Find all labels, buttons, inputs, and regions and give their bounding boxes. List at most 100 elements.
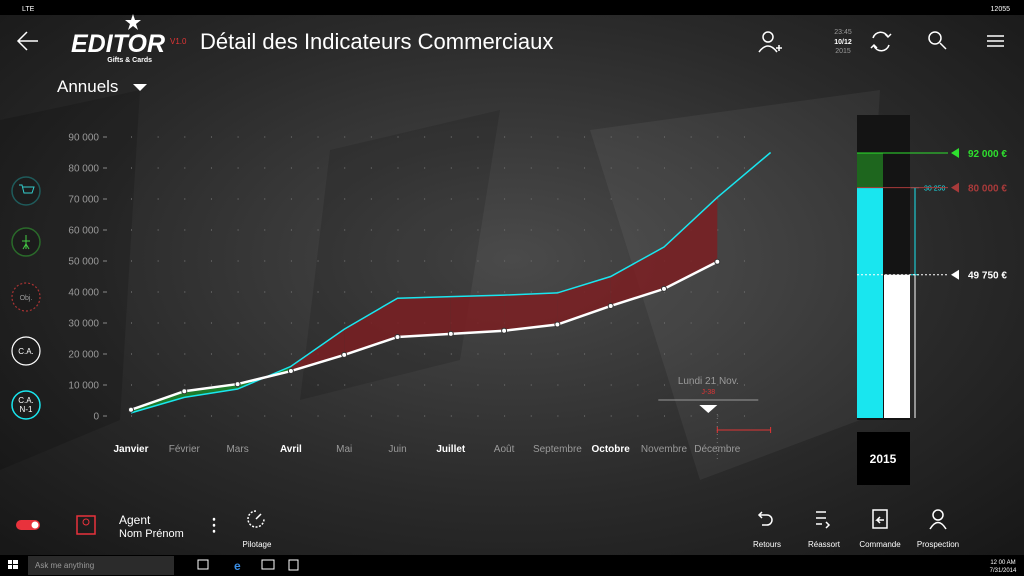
brand-sub: Gifts & Cards bbox=[107, 57, 152, 64]
gap-area bbox=[610, 247, 664, 306]
y-tick-label: 30 000 bbox=[68, 319, 99, 330]
search-box[interactable] bbox=[28, 556, 174, 575]
taskbar-time: 12 00 AM bbox=[990, 560, 1015, 566]
remaining-range bbox=[716, 427, 772, 433]
series-point bbox=[554, 321, 561, 328]
brand: EDITOR bbox=[71, 30, 165, 58]
gap-area bbox=[504, 292, 558, 331]
side-button-label: C.A. bbox=[18, 347, 34, 356]
time: 23:45 bbox=[834, 29, 852, 36]
network: LTE bbox=[22, 6, 35, 13]
search-button[interactable] bbox=[928, 31, 947, 50]
y-tick-label: 10 000 bbox=[68, 381, 99, 392]
store-icon[interactable] bbox=[288, 559, 299, 571]
cart-button[interactable] bbox=[11, 176, 41, 206]
x-tick-label: Octobre bbox=[592, 444, 631, 455]
background-facet bbox=[590, 90, 880, 480]
back-button[interactable] bbox=[16, 31, 38, 51]
agent-label: Agent bbox=[119, 513, 151, 527]
today-marker bbox=[699, 405, 718, 413]
search-placeholder: Ask me anything bbox=[35, 561, 94, 570]
y-tick-label: 50 000 bbox=[68, 257, 99, 268]
previous-bar bbox=[857, 187, 883, 418]
agent-name: Nom Prénom bbox=[119, 528, 184, 540]
gauge-value: 80 000 € bbox=[968, 184, 1007, 195]
refresh-button[interactable] bbox=[870, 31, 892, 52]
annotation: Lundi 21 Nov. bbox=[678, 376, 739, 387]
gauge-value: 92 000 € bbox=[968, 149, 1007, 160]
taskbar: Ask me anything e 12 00 AM 7/31/2014 bbox=[0, 555, 1024, 576]
action-label: Retours bbox=[753, 540, 781, 549]
x-tick-label: Août bbox=[494, 444, 515, 455]
x-tick-label: Mars bbox=[226, 444, 248, 455]
series-point bbox=[128, 406, 134, 413]
side-button-label: C.A. bbox=[18, 396, 34, 405]
x-tick-label: Juillet bbox=[436, 444, 466, 455]
start-button[interactable] bbox=[8, 560, 18, 569]
explorer-icon[interactable] bbox=[261, 559, 275, 570]
returns-icon[interactable] bbox=[757, 511, 773, 526]
gauge-pointer bbox=[951, 148, 959, 158]
y-tick-label: 80 000 bbox=[68, 164, 99, 175]
ca-button[interactable] bbox=[11, 336, 41, 366]
objective-button[interactable] bbox=[11, 282, 41, 312]
period-dropdown-arrow[interactable] bbox=[133, 84, 147, 91]
pilotage-icon[interactable] bbox=[247, 510, 265, 528]
y-tick-label: 90 000 bbox=[68, 133, 99, 144]
logo-star bbox=[125, 14, 141, 30]
gauge-value: 49 750 € bbox=[968, 271, 1007, 282]
version: V1.0 bbox=[170, 37, 187, 46]
series-line bbox=[130, 260, 718, 411]
line-chart: 0 10 000 20 000 30 000 40 000 50 000 60 000 70 … bbox=[68, 133, 772, 462]
date: 10/12 bbox=[834, 39, 852, 46]
gap-area bbox=[184, 384, 238, 398]
agent-icon[interactable] bbox=[76, 515, 96, 535]
y-tick-label: 40 000 bbox=[68, 288, 99, 299]
cart-icon bbox=[19, 184, 35, 194]
person-icon bbox=[22, 235, 30, 250]
series-line bbox=[130, 151, 772, 414]
footer-bar: Agent Nom Prénom Pilotage Retours Réasso… bbox=[16, 509, 959, 549]
add-contact-button[interactable] bbox=[758, 31, 782, 53]
x-tick-label: Mai bbox=[336, 444, 352, 455]
series-point bbox=[447, 330, 454, 337]
prospection-icon[interactable] bbox=[929, 509, 947, 530]
gap-area bbox=[450, 295, 505, 334]
series-point bbox=[394, 333, 401, 340]
gap-area bbox=[397, 296, 451, 337]
series-point bbox=[714, 258, 721, 265]
taskbar-bg bbox=[0, 555, 1024, 576]
task-view[interactable] bbox=[197, 559, 209, 570]
side-menu: Obj. C.A. C.A. N-1 bbox=[11, 176, 41, 420]
gauge-year: 2015 bbox=[870, 452, 897, 466]
action-label: Prospection bbox=[917, 540, 959, 549]
x-tick-label: Avril bbox=[280, 444, 302, 455]
y-tick-label: 20 000 bbox=[68, 350, 99, 361]
restock-icon[interactable] bbox=[816, 511, 831, 529]
x-tick-label: Novembre bbox=[641, 444, 688, 455]
menu-button[interactable] bbox=[987, 35, 1004, 47]
series-point bbox=[287, 368, 294, 375]
period-selector[interactable]: Annuels bbox=[57, 77, 118, 96]
page-title: Détail des Indicateurs Commerciaux bbox=[200, 29, 553, 54]
x-tick-label: Décembre bbox=[694, 444, 741, 455]
current-bar bbox=[884, 274, 910, 418]
order-icon[interactable] bbox=[872, 509, 888, 529]
x-tick-label: Juin bbox=[388, 444, 406, 455]
ca-n1-button[interactable] bbox=[11, 390, 41, 420]
gap-area bbox=[664, 197, 718, 289]
x-tick-label: Janvier bbox=[113, 444, 148, 455]
gauge-pointer bbox=[951, 269, 959, 280]
action-label: Réassort bbox=[808, 540, 841, 549]
target-band bbox=[857, 153, 883, 188]
series-point bbox=[501, 327, 508, 334]
series-point bbox=[341, 351, 348, 358]
gap-area bbox=[557, 276, 611, 325]
y-tick-label: 60 000 bbox=[68, 226, 99, 237]
edge-icon[interactable]: e bbox=[234, 559, 241, 573]
gap-label: 30 250 bbox=[924, 186, 946, 193]
y-tick-label: 70 000 bbox=[68, 195, 99, 206]
gauge-pointer bbox=[951, 182, 959, 193]
